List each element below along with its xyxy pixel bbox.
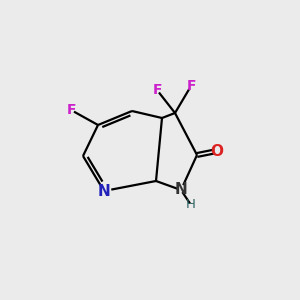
Text: N: N	[175, 182, 188, 197]
Text: H: H	[186, 199, 196, 212]
Text: F: F	[186, 79, 196, 93]
Text: N: N	[98, 184, 110, 199]
Text: F: F	[152, 83, 162, 97]
Text: F: F	[66, 103, 76, 117]
Text: O: O	[211, 143, 224, 158]
